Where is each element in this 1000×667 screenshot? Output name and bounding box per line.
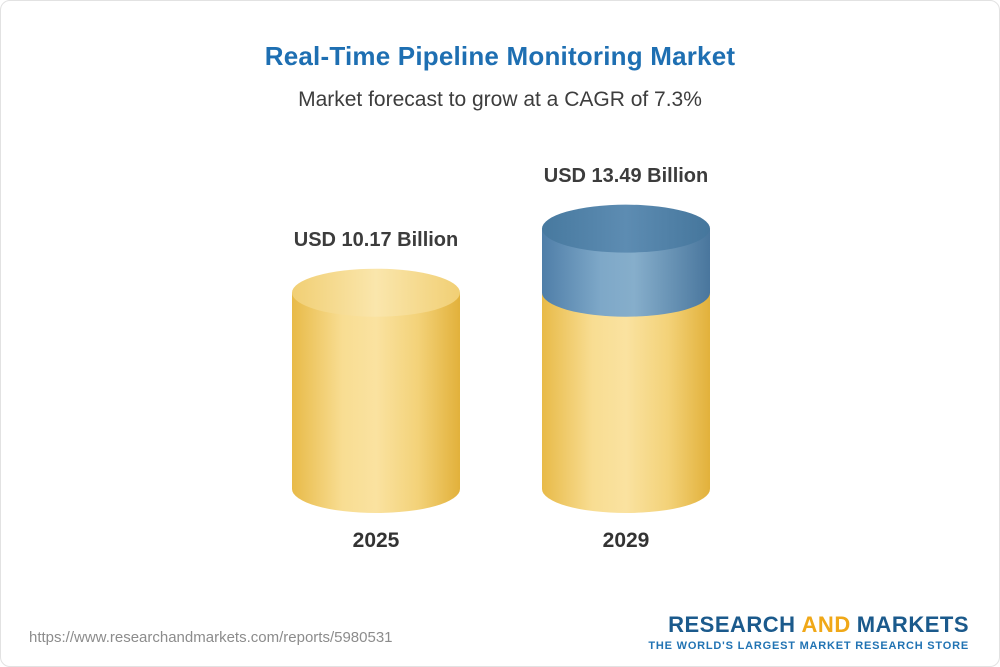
bar-cylinder-top-2025 [292, 268, 460, 317]
bar-chart: USD 10.17 Billion USD 13.49 Billion 2025… [1, 141, 999, 601]
bar-cylinder-base-2025 [292, 292, 460, 513]
report-url-text: https://www.researchandmarkets.com/repor… [29, 629, 393, 646]
logo-wordmark: RESEARCH AND MARKETS [648, 611, 969, 637]
chart-title: Real-Time Pipeline Monitoring Market [264, 41, 736, 71]
logo-tagline: THE WORLD'S LARGEST MARKET RESEARCH STOR… [648, 640, 969, 652]
axis-label-2025: 2025 [352, 529, 400, 552]
chart-subtitle: Market forecast to grow at a CAGR of 7.3… [298, 88, 702, 111]
bar-cylinder-top-2029 [542, 204, 710, 253]
bar-value-label-2025: USD 10.17 Billion [293, 228, 459, 251]
bar-cylinder-base-2029 [542, 292, 710, 513]
logo-word-and: AND [801, 611, 851, 637]
bar-value-label-2029: USD 13.49 Billion [543, 164, 709, 187]
research-and-markets-logo: RESEARCH AND MARKETS THE WORLD'S LARGEST M… [648, 611, 969, 652]
bar-cylinder-growth-2029 [542, 228, 710, 317]
logo-word-markets: MARKETS [856, 611, 969, 637]
logo-word-research: RESEARCH [668, 611, 796, 637]
axis-label-2029: 2029 [602, 529, 650, 552]
cylinder-bars-svg [292, 204, 710, 513]
